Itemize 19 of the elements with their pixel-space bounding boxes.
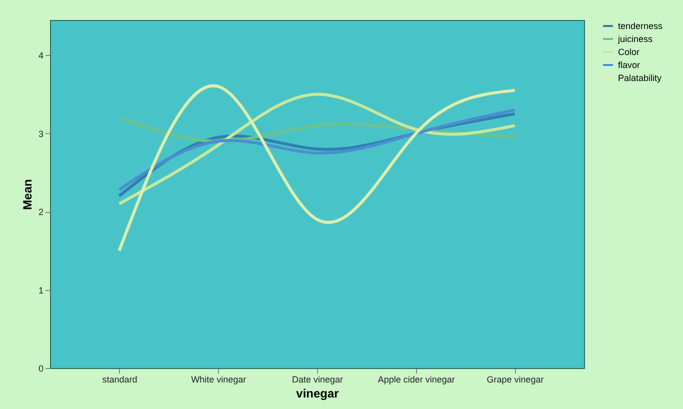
x-axis-title: vinegar [296, 386, 340, 400]
line-series [118, 92, 516, 206]
legend-label: Palatability [618, 73, 662, 83]
y-tick-label: 2 [38, 207, 44, 218]
legend-label: flavor [618, 60, 640, 70]
legend-label: juiciness [617, 34, 654, 44]
x-tick-label: White vinegar [191, 374, 246, 384]
x-tick-label: Date vinegar [292, 374, 344, 384]
x-tick-label: standard [102, 374, 138, 384]
legend-label: Color [618, 47, 640, 57]
y-tick-label: 1 [38, 285, 44, 296]
y-tick-label: 3 [38, 128, 44, 139]
legend-label: tenderness [618, 21, 664, 31]
y-tick-label: 0 [38, 364, 44, 374]
x-tick-label: Apple cider vinegar [378, 374, 455, 384]
line-series [118, 84, 516, 252]
y-axis-title: Mean [20, 179, 34, 210]
x-tick-label: Grape vinegar [486, 374, 544, 384]
y-tick-label: 4 [38, 50, 44, 61]
